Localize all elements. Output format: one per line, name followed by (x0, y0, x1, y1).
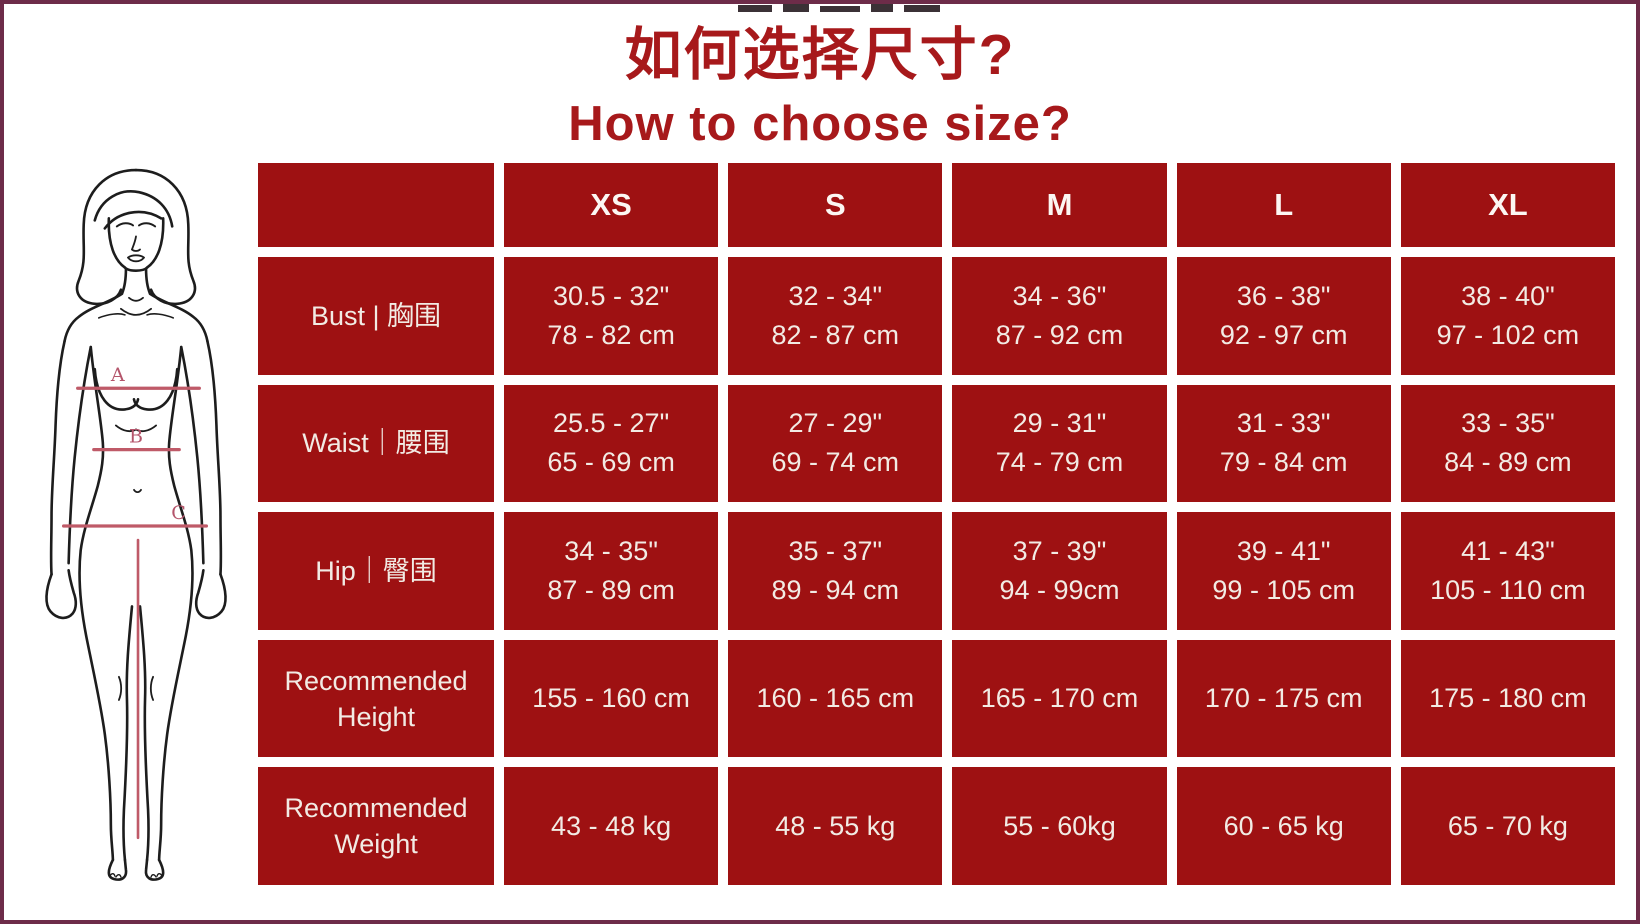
column-header-m: M (952, 163, 1167, 247)
row-label-bust: Bust | 胸围 (258, 257, 494, 375)
weight-s-cell: 48 - 55 kg (728, 767, 943, 885)
value-inches: 41 - 43" (1461, 535, 1555, 566)
cropped-glyph (820, 6, 860, 12)
hip-s-cell: 35 - 37" 89 - 94 cm (728, 512, 943, 630)
weight-xl-cell: 65 - 70 kg (1400, 767, 1615, 885)
value-inches: 25.5 - 27" (553, 408, 670, 439)
value-cm: 69 - 74 cm (771, 447, 900, 478)
row-label-waist: Waist｜腰围 (258, 384, 494, 503)
value-cm: 170 - 175 cm (1204, 683, 1363, 714)
waist-s-cell: 27 - 29" 69 - 74 cm (728, 384, 943, 503)
hip-xs-cell: 34 - 35" 87 - 89 cm (504, 512, 719, 630)
bust-xs-cell: 30.5 - 32" 78 - 82 cm (504, 257, 719, 375)
cropped-text-fragment (738, 3, 940, 12)
height-s-cell: 160 - 165 cm (728, 639, 943, 758)
hip-line-label: C (171, 501, 186, 524)
row-label-height: Recommended Height (258, 639, 494, 758)
value-cm: 87 - 89 cm (547, 574, 675, 605)
height-xs-cell: 155 - 160 cm (504, 639, 719, 758)
column-header-l: L (1176, 163, 1391, 247)
page-title-english: How to choose size? (568, 97, 1072, 151)
hip-m-cell: 37 - 39" 94 - 99cm (952, 512, 1167, 630)
value-cm: 79 - 84 cm (1219, 447, 1348, 478)
value-inches: 36 - 38" (1236, 280, 1331, 311)
weight-l-cell: 60 - 65 kg (1176, 767, 1391, 885)
value-cm: 175 - 180 cm (1429, 683, 1587, 714)
value-cm: 89 - 94 cm (771, 574, 900, 605)
cropped-glyph (871, 4, 893, 12)
value-cm: 165 - 170 cm (980, 683, 1139, 714)
waist-l-cell: 31 - 33" 79 - 84 cm (1176, 384, 1391, 503)
bust-s-cell: 32 - 34" 82 - 87 cm (728, 257, 943, 375)
size-chart-table: XS S M L XL Bust | 胸围 30.5 - 32" 78 - 82… (258, 163, 1615, 885)
height-m-cell: 165 - 170 cm (952, 639, 1167, 758)
value-inches: 29 - 31" (1012, 408, 1107, 439)
value-cm: 82 - 87 cm (771, 319, 900, 350)
value-cm: 65 - 69 cm (547, 447, 675, 478)
bust-m-cell: 34 - 36" 87 - 92 cm (952, 257, 1167, 375)
value-inches: 34 - 36" (1012, 280, 1107, 311)
value-cm: 99 - 105 cm (1212, 574, 1355, 605)
column-header-s: S (728, 163, 943, 247)
value-cm: 84 - 89 cm (1444, 447, 1572, 478)
column-header-xl: XL (1400, 163, 1615, 247)
bust-line-label: A (110, 363, 125, 386)
value-kg: 55 - 60kg (1003, 810, 1116, 841)
value-kg: 65 - 70 kg (1447, 810, 1568, 841)
page-title-chinese: 如何选择尺寸? (624, 23, 1016, 87)
value-kg: 60 - 65 kg (1223, 810, 1344, 841)
value-inches: 33 - 35" (1461, 408, 1555, 439)
value-inches: 30.5 - 32" (553, 280, 670, 311)
row-label-hip: Hip｜臀围 (258, 512, 494, 630)
value-inches: 35 - 37" (788, 535, 883, 566)
height-xl-cell: 175 - 180 cm (1400, 639, 1615, 758)
hip-l-cell: 39 - 41" 99 - 105 cm (1176, 512, 1391, 630)
bust-l-cell: 36 - 38" 92 - 97 cm (1176, 257, 1391, 375)
value-cm: 94 - 99cm (999, 574, 1120, 605)
body-measurement-figure: A B C (20, 156, 252, 882)
hip-xl-cell: 41 - 43" 105 - 110 cm (1400, 512, 1615, 630)
bust-xl-cell: 38 - 40" 97 - 102 cm (1400, 257, 1615, 375)
weight-m-cell: 55 - 60kg (952, 767, 1167, 885)
column-header-xs: XS (504, 163, 719, 247)
cropped-glyph (738, 5, 772, 12)
waist-line-label: B (129, 425, 143, 448)
row-label-weight: Recommended Weight (258, 767, 494, 885)
cropped-glyph (783, 3, 809, 12)
value-cm: 155 - 160 cm (532, 683, 690, 714)
height-l-cell: 170 - 175 cm (1176, 639, 1391, 758)
waist-xl-cell: 33 - 35" 84 - 89 cm (1400, 384, 1615, 503)
value-inches: 27 - 29" (788, 408, 883, 439)
waist-m-cell: 29 - 31" 74 - 79 cm (952, 384, 1167, 503)
value-inches: 39 - 41" (1236, 535, 1331, 566)
value-cm: 160 - 165 cm (756, 683, 915, 714)
weight-xs-cell: 43 - 48 kg (504, 767, 719, 885)
table-corner-cell (258, 163, 494, 247)
cropped-glyph (904, 5, 940, 12)
value-cm: 74 - 79 cm (995, 447, 1124, 478)
value-inches: 32 - 34" (788, 280, 883, 311)
value-kg: 43 - 48 kg (551, 810, 672, 841)
value-inches: 31 - 33" (1236, 408, 1331, 439)
woman-outline-illustration: A B C (45, 168, 227, 881)
value-cm: 87 - 92 cm (995, 319, 1124, 350)
value-inches: 38 - 40" (1461, 280, 1555, 311)
value-cm: 78 - 82 cm (547, 319, 675, 350)
value-inches: 34 - 35" (564, 535, 658, 566)
waist-xs-cell: 25.5 - 27" 65 - 69 cm (504, 384, 719, 503)
value-cm: 97 - 102 cm (1436, 319, 1580, 350)
value-cm: 92 - 97 cm (1219, 319, 1348, 350)
value-inches: 37 - 39" (1012, 535, 1107, 566)
value-cm: 105 - 110 cm (1430, 574, 1586, 605)
value-kg: 48 - 55 kg (775, 810, 896, 841)
